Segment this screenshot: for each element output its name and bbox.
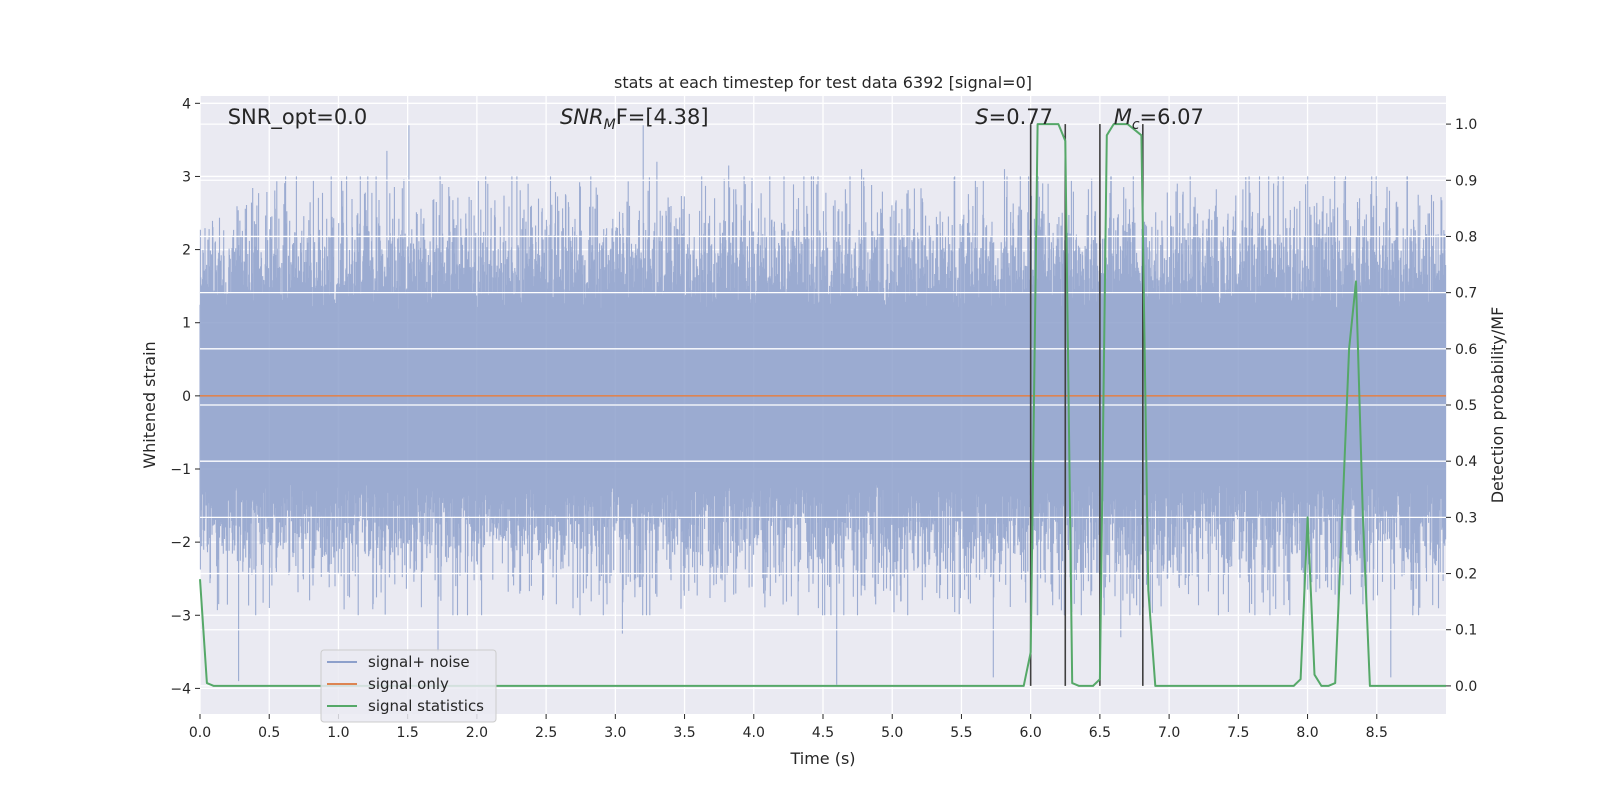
- y-axis-label: Whitened strain: [140, 341, 159, 468]
- x-tick-label: 6.5: [1089, 725, 1111, 741]
- x-tick-label: 5.5: [950, 725, 972, 741]
- x-tick-label: 6.0: [1020, 725, 1042, 741]
- y-right-tick-label: 0.1: [1455, 623, 1477, 639]
- x-tick-label: 4.5: [812, 725, 834, 741]
- y-tick-label: 0: [182, 389, 191, 405]
- chart-title: stats at each timestep for test data 639…: [614, 73, 1032, 92]
- y-tick-label: −2: [170, 535, 191, 551]
- legend: signal+ noise signal only signal statist…: [320, 649, 497, 723]
- x-axis-label: Time (s): [789, 749, 855, 768]
- annotation-snr-mf: SNRMF=[4.38]: [560, 105, 709, 133]
- signal-statistics-series: [199, 123, 1446, 687]
- y-right-tick-label: 0.5: [1455, 398, 1477, 414]
- y-tick-label: 2: [182, 243, 191, 259]
- y-tick-label: −3: [170, 608, 191, 624]
- signal-statistics-line: [199, 123, 1446, 687]
- x-tick-label: 8.0: [1296, 725, 1318, 741]
- y-right-tick-label: 0.6: [1455, 342, 1477, 358]
- x-tick-label: 5.0: [881, 725, 903, 741]
- y-right-tick-label: 0.0: [1455, 679, 1477, 695]
- y-right-tick-label: 0.4: [1455, 454, 1477, 470]
- legend-box: [320, 649, 497, 723]
- legend-label-signal-noise: signal+ noise: [368, 653, 470, 671]
- y-axis-right-label: Detection probability/MF: [1488, 307, 1507, 504]
- y-right-tick-label: 0.2: [1455, 567, 1477, 583]
- annotation-snr-opt: SNR_opt=0.0: [228, 105, 368, 130]
- x-tick-label: 1.0: [327, 725, 349, 741]
- y-tick-label: 3: [182, 169, 191, 185]
- legend-label-signal-only: signal only: [368, 675, 449, 693]
- x-tick-label: 0.0: [189, 725, 211, 741]
- x-tick-label: 2.0: [466, 725, 488, 741]
- x-tick-label: 7.5: [1227, 725, 1249, 741]
- y-right-tick-label: 0.9: [1455, 173, 1477, 189]
- annotations: SNR_opt=0.0 SNRMF=[4.38] S=0.77 Mc=6.07: [228, 105, 1204, 133]
- x-tick-label: 0.5: [258, 725, 280, 741]
- y-right-tick-label: 1.0: [1455, 117, 1477, 133]
- x-tick-label: 3.0: [604, 725, 626, 741]
- x-tick-label: 4.0: [743, 725, 765, 741]
- x-tick-label: 7.0: [1158, 725, 1180, 741]
- y-tick-label: −1: [170, 462, 191, 478]
- x-tick-label: 8.5: [1366, 725, 1388, 741]
- annotation-mc: Mc=6.07: [1114, 105, 1204, 133]
- y-tick-label: 4: [182, 96, 191, 112]
- x-tick-label: 2.5: [535, 725, 557, 741]
- y-tick-label: 1: [182, 316, 191, 332]
- y-right-tick-label: 0.3: [1455, 510, 1477, 526]
- axis-ticks: 0.0 0.5 1.0 1.5 2.0 2.5 3.0 3.5 4.0 4.5 5.0 5.5 6.0 6…: [170, 96, 1477, 741]
- y-tick-label: −4: [170, 681, 191, 697]
- legend-label-signal-statistics: signal statistics: [368, 697, 484, 715]
- x-tick-label: 1.5: [397, 725, 419, 741]
- y-right-tick-label: 0.7: [1455, 286, 1477, 302]
- annotation-s: S=0.77: [975, 105, 1053, 129]
- x-tick-label: 3.5: [673, 725, 695, 741]
- y-right-tick-label: 0.8: [1455, 229, 1477, 245]
